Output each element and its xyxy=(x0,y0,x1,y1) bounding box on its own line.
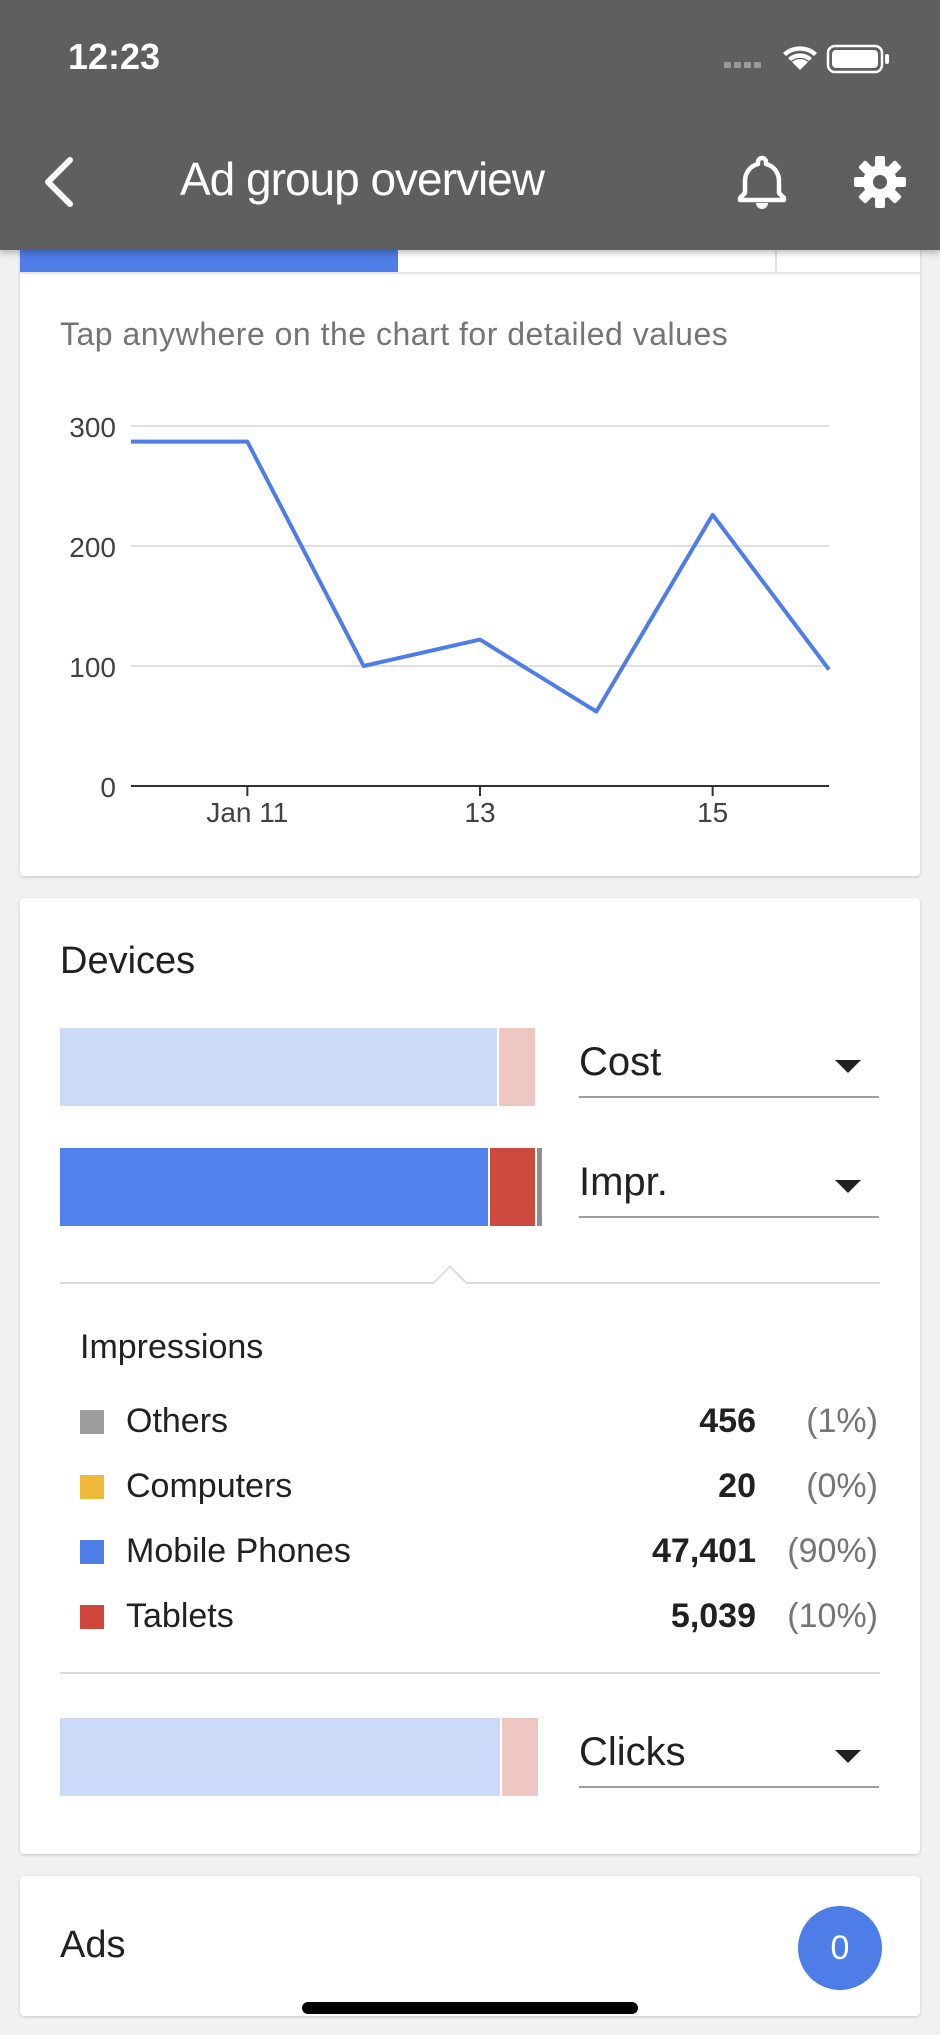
dropdown-arrow-icon xyxy=(835,1180,861,1193)
status-time: 12:23 xyxy=(68,36,161,77)
details-divider xyxy=(60,1282,880,1284)
performance-chart-card: Tap anywhere on the chart for detailed v… xyxy=(20,240,920,876)
x-tick-label: 13 xyxy=(464,797,495,828)
y-tick-label: 200 xyxy=(69,532,116,563)
back-button[interactable] xyxy=(30,150,94,214)
legend-value: 20 xyxy=(718,1467,756,1505)
page-title: Ad group overview xyxy=(180,153,545,205)
bar-segment-mobile-phones xyxy=(60,1028,497,1106)
settings-button[interactable] xyxy=(848,150,912,214)
app-bar: Ad group overview xyxy=(0,120,940,250)
series-line xyxy=(131,439,831,714)
legend-label: Tablets xyxy=(126,1597,234,1635)
legend-percent: (1%) xyxy=(806,1402,878,1440)
battery-icon xyxy=(826,44,889,74)
x-tick-label: Jan 11 xyxy=(206,797,288,828)
legend-value: 47,401 xyxy=(652,1532,756,1570)
bar-segment-tablets xyxy=(502,1718,538,1796)
ads-title: Ads xyxy=(60,1924,126,1966)
bar-segment-mobile-phones xyxy=(60,1718,500,1796)
impr-metric-dropdown[interactable]: Impr. xyxy=(579,1146,879,1218)
others-swatch xyxy=(80,1410,104,1434)
bell-icon xyxy=(737,155,787,209)
y-tick-label: 100 xyxy=(69,652,116,683)
legend-label: Mobile Phones xyxy=(126,1532,351,1570)
devices-card: Devices Cost Impr. Impressions Others 45… xyxy=(20,898,920,1854)
legend-value: 456 xyxy=(699,1402,756,1440)
bar-segment-tablets xyxy=(499,1028,535,1106)
dropdown-arrow-icon xyxy=(835,1750,861,1763)
legend-label: Others xyxy=(126,1402,229,1440)
cellular-signal-icon xyxy=(724,62,761,68)
devices-title: Devices xyxy=(60,940,196,982)
impr-dropdown-label: Impr. xyxy=(579,1160,668,1204)
cost-device-bar[interactable] xyxy=(60,1028,538,1106)
x-tick-label: 15 xyxy=(697,797,728,828)
status-icons xyxy=(724,40,904,80)
y-tick-label: 0 xyxy=(100,772,116,803)
ads-count-badge: 0 xyxy=(798,1906,882,1990)
home-indicator[interactable] xyxy=(302,2002,638,2014)
notifications-button[interactable] xyxy=(730,150,794,214)
details-pointer xyxy=(433,1265,467,1299)
bar-segment-others xyxy=(537,1148,542,1226)
legend-divider xyxy=(60,1672,880,1674)
computers-swatch xyxy=(80,1475,104,1499)
gear-icon xyxy=(854,156,906,208)
chart-hint: Tap anywhere on the chart for detailed v… xyxy=(60,316,729,352)
clicks-device-bar[interactable] xyxy=(60,1718,538,1796)
legend-item-mobile-phones: Mobile Phones 47,401 (90%) xyxy=(80,1528,900,1578)
clicks-metric-dropdown[interactable]: Clicks xyxy=(579,1716,879,1788)
line-chart[interactable]: 0 100 200 300 Jan 11 13 15 xyxy=(20,240,920,876)
legend-title: Impressions xyxy=(80,1328,264,1366)
y-tick-label: 300 xyxy=(69,412,116,443)
legend-item-tablets: Tablets 5,039 (10%) xyxy=(80,1593,900,1643)
cost-metric-dropdown[interactable]: Cost xyxy=(579,1026,879,1098)
legend-value: 5,039 xyxy=(670,1597,756,1635)
legend-percent: (10%) xyxy=(787,1597,878,1635)
bar-segment-mobile-phones xyxy=(60,1148,488,1226)
legend-percent: (90%) xyxy=(787,1532,878,1570)
clicks-dropdown-label: Clicks xyxy=(579,1730,686,1774)
tablets-swatch xyxy=(80,1605,104,1629)
wifi-icon xyxy=(783,46,817,70)
legend-percent: (0%) xyxy=(806,1467,878,1505)
mobile-phones-swatch xyxy=(80,1540,104,1564)
status-bar: 12:23 xyxy=(0,0,940,120)
bar-segment-tablets xyxy=(490,1148,535,1226)
impressions-device-bar[interactable] xyxy=(60,1148,542,1226)
ads-card[interactable]: Ads 0 xyxy=(20,1876,920,2016)
legend-item-others: Others 456 (1%) xyxy=(80,1398,900,1448)
back-arrow-icon xyxy=(45,157,73,207)
cost-dropdown-label: Cost xyxy=(579,1040,662,1084)
legend-item-computers: Computers 20 (0%) xyxy=(80,1463,900,1513)
tab-divider xyxy=(775,240,777,272)
dropdown-arrow-icon xyxy=(835,1060,861,1073)
legend-label: Computers xyxy=(126,1467,293,1505)
